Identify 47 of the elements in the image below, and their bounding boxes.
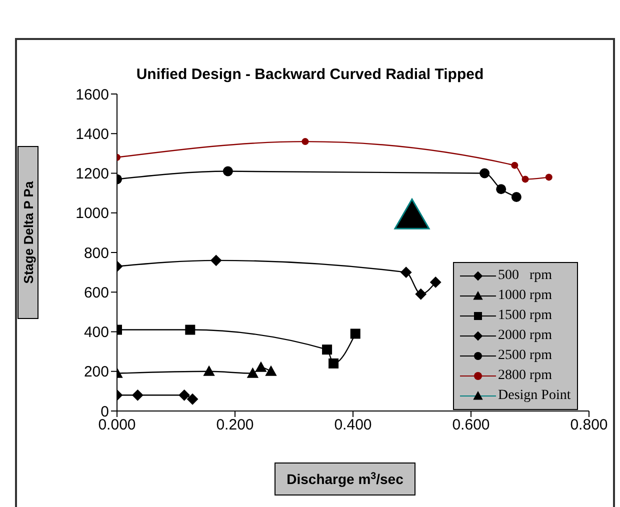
point [222, 166, 233, 176]
y-tick-label: 800 [84, 244, 109, 262]
axis-title-box: Stage Delta P Pa [18, 146, 38, 319]
point [302, 138, 309, 146]
point [496, 184, 506, 194]
x-tick-label: 0.800 [570, 416, 608, 434]
y-tick-label: 1000 [76, 205, 109, 222]
point [187, 394, 198, 405]
legend-label: 1000 rpm [498, 288, 552, 304]
point [522, 176, 529, 183]
x-axis-title: Discharge m$^{3}$/sec [286, 470, 404, 487]
point [210, 254, 222, 266]
point [204, 366, 215, 376]
point [350, 328, 360, 339]
point [430, 276, 442, 288]
x-tick-label: 0.400 [334, 416, 372, 434]
legend-label: Design Point [498, 388, 571, 404]
legend-label: 500 rpm [498, 268, 552, 284]
y-tick-label: 1400 [76, 126, 109, 143]
chart-title: Unified Design - Backward Curved Radial Tipped [135, 66, 485, 83]
point [255, 362, 266, 372]
y-tick-label: 600 [84, 284, 109, 302]
y-tick-label: 400 [84, 324, 109, 342]
point [511, 192, 522, 202]
point [480, 168, 490, 178]
x-tick-label: 0.200 [216, 416, 254, 434]
point [265, 366, 276, 376]
x-tick-label: 0.600 [452, 416, 490, 434]
legend-label: 2500 rpm [498, 348, 552, 364]
y-tick-label: 200 [84, 364, 109, 381]
axis-title-box: Discharge m$^{3}$/sec [274, 462, 416, 496]
legend-label: 2800 rpm [498, 368, 552, 384]
point [247, 368, 258, 378]
point [132, 390, 144, 401]
point [511, 162, 518, 169]
point [545, 174, 552, 181]
point [400, 266, 412, 278]
point [322, 344, 332, 355]
y-axis-title: Stage Delta P Pa [20, 180, 36, 284]
point [415, 288, 426, 300]
y-tick-label: 1200 [76, 166, 109, 183]
legend-label: 2000 rpm [498, 328, 552, 344]
point [178, 390, 190, 401]
y-tick-label: 1600 [76, 86, 109, 104]
point [185, 324, 196, 335]
legend-label: 1500 rpm [498, 308, 552, 324]
point [328, 358, 339, 368]
